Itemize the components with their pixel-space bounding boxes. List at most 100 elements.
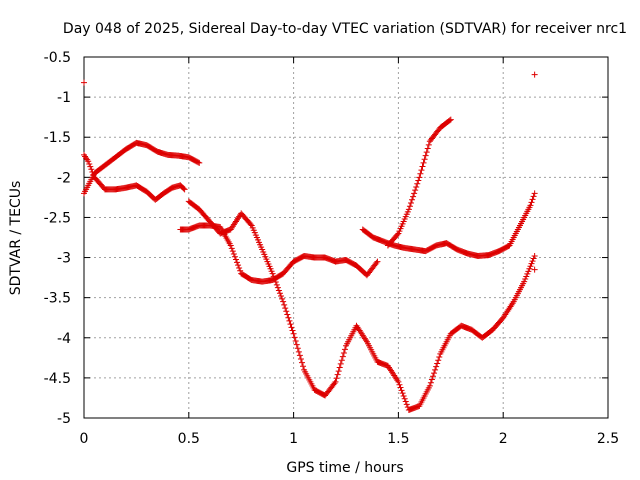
data-point	[284, 311, 291, 318]
data-point	[409, 196, 416, 203]
data-point	[294, 345, 301, 352]
data-point	[374, 258, 381, 265]
data-point	[527, 263, 534, 270]
grid-lines	[84, 57, 608, 418]
y-tick-label: -5	[57, 411, 71, 427]
data-point	[406, 203, 413, 210]
data-point	[81, 79, 87, 86]
data-point	[332, 378, 339, 385]
data-point	[334, 371, 341, 378]
data-point	[298, 359, 305, 366]
data-point	[411, 190, 418, 197]
data-point	[279, 295, 286, 302]
data-point	[435, 357, 442, 364]
data-point	[434, 360, 441, 367]
data-point	[247, 221, 254, 228]
data-point	[421, 156, 428, 163]
data-series	[81, 151, 188, 203]
data-point	[340, 350, 347, 357]
data-point	[337, 360, 344, 367]
data-point	[522, 276, 529, 283]
data-point	[416, 174, 423, 181]
data-point	[446, 117, 453, 124]
data-point	[331, 380, 338, 387]
data-point	[285, 314, 292, 321]
data-point	[88, 166, 95, 173]
data-point	[413, 183, 420, 190]
y-tick-label: -1.5	[44, 130, 71, 146]
data-point	[531, 266, 538, 273]
data-point	[289, 327, 296, 334]
data-point	[287, 321, 294, 328]
data-series	[81, 71, 538, 273]
data-point	[229, 248, 236, 255]
y-tick-label: -4.5	[44, 371, 71, 387]
data-point	[432, 366, 439, 373]
data-point	[280, 298, 287, 305]
data-point	[527, 202, 534, 209]
data-point	[531, 71, 538, 78]
data-point	[373, 259, 380, 266]
x-tick-label: 2	[499, 431, 508, 447]
data-point	[398, 387, 405, 394]
chart-title: Day 048 of 2025, Sidereal Day-to-day VTE…	[63, 21, 627, 37]
data-point	[428, 376, 435, 383]
data-point	[525, 268, 532, 275]
data-point	[420, 159, 427, 166]
data-point	[282, 305, 289, 312]
data-point	[528, 199, 535, 206]
x-axis: 0 0.5 1 1.5 2 2.5	[80, 57, 619, 447]
data-point	[271, 276, 278, 283]
data-point	[85, 158, 92, 165]
data-point	[286, 317, 293, 324]
data-point	[293, 341, 300, 348]
data-point	[90, 171, 97, 178]
data-point	[397, 384, 404, 391]
data-point	[431, 370, 438, 377]
data-point	[415, 177, 422, 184]
data-point	[336, 364, 343, 371]
data-point	[526, 265, 533, 272]
data-point	[338, 357, 345, 364]
data-series	[185, 198, 538, 413]
data-point	[436, 354, 443, 361]
data-point	[412, 187, 419, 194]
data-point	[234, 259, 241, 266]
data-point	[429, 373, 436, 380]
x-tick-label: 2.5	[597, 431, 619, 447]
data-point	[528, 260, 535, 267]
x-tick-label: 1	[289, 431, 298, 447]
data-point	[395, 378, 402, 385]
data-point	[396, 381, 403, 388]
data-point	[447, 116, 454, 123]
data-series	[177, 222, 381, 285]
data-point	[417, 170, 424, 177]
data-point	[400, 392, 407, 399]
data-point	[335, 368, 342, 375]
data-point	[228, 245, 235, 252]
data-point	[86, 160, 93, 167]
data-point	[235, 262, 242, 269]
data-point	[230, 250, 237, 257]
data-point	[403, 401, 410, 408]
x-tick-label: 1.5	[387, 431, 409, 447]
data-point	[269, 270, 276, 277]
data-point	[530, 255, 537, 262]
data-point	[339, 353, 346, 360]
data-point	[290, 330, 297, 337]
data-point	[401, 395, 408, 402]
data-point	[180, 185, 187, 192]
data-point	[195, 159, 202, 166]
data-series	[384, 116, 454, 249]
data-point	[273, 281, 280, 288]
data-point	[427, 379, 434, 386]
data-point	[227, 242, 234, 249]
data-point	[89, 168, 96, 175]
x-tick-label: 0.5	[178, 431, 200, 447]
data-point	[276, 290, 283, 297]
data-point	[530, 193, 537, 200]
y-tick-label: -3.5	[44, 291, 71, 307]
data-point	[524, 270, 531, 277]
data-point	[232, 256, 239, 263]
